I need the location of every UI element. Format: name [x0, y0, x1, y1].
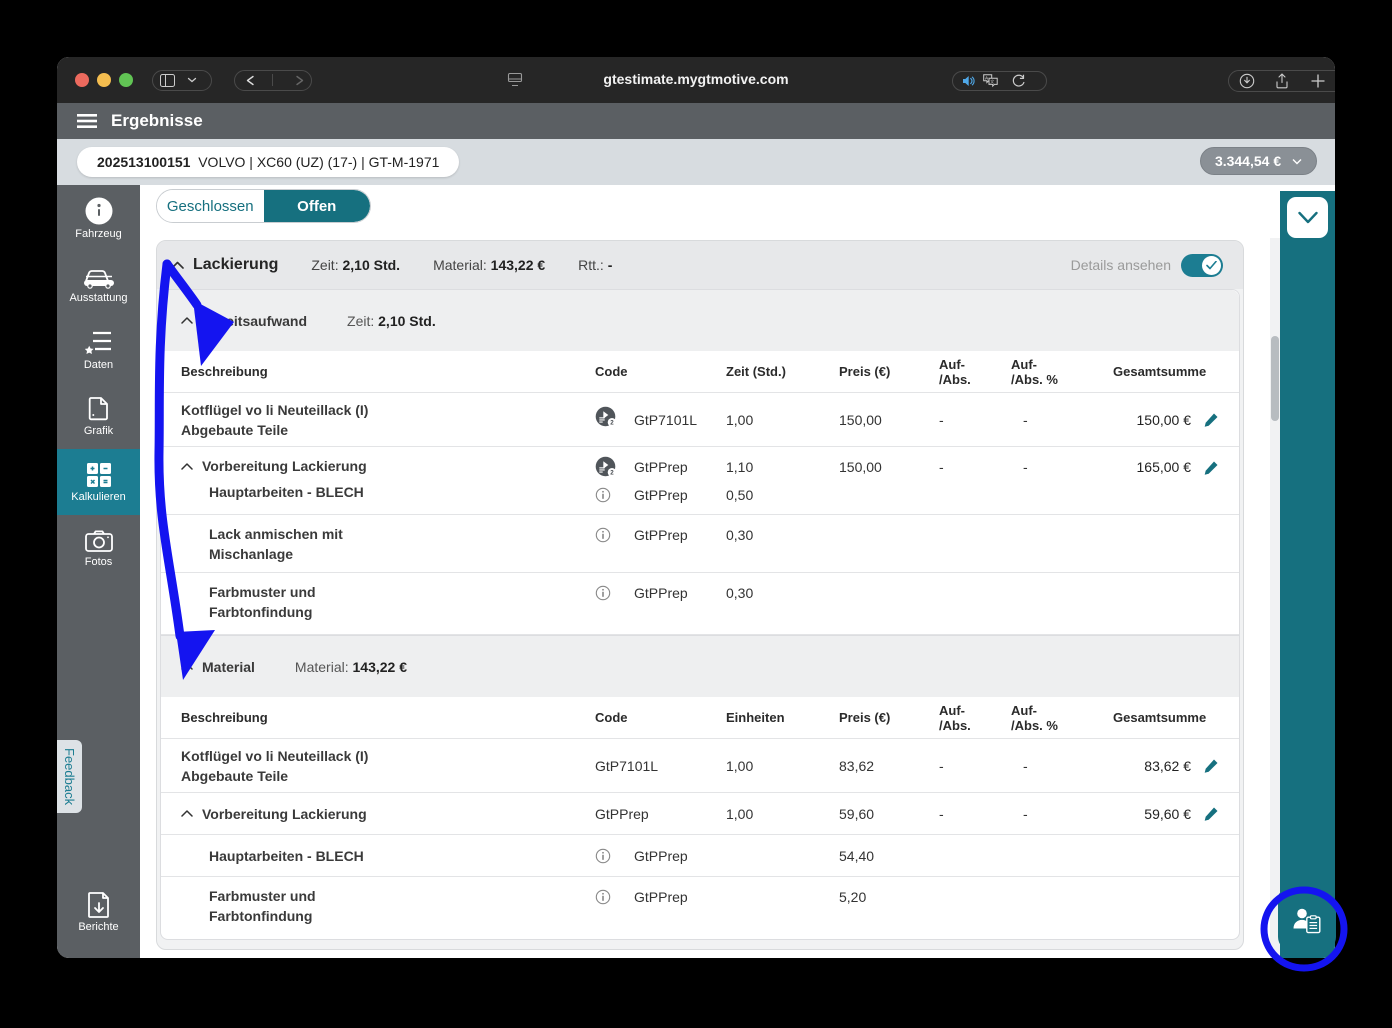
- svg-text:文: 文: [990, 78, 994, 84]
- svg-text:A: A: [985, 75, 988, 80]
- svg-text:2: 2: [610, 470, 614, 477]
- svg-text:2: 2: [610, 420, 614, 427]
